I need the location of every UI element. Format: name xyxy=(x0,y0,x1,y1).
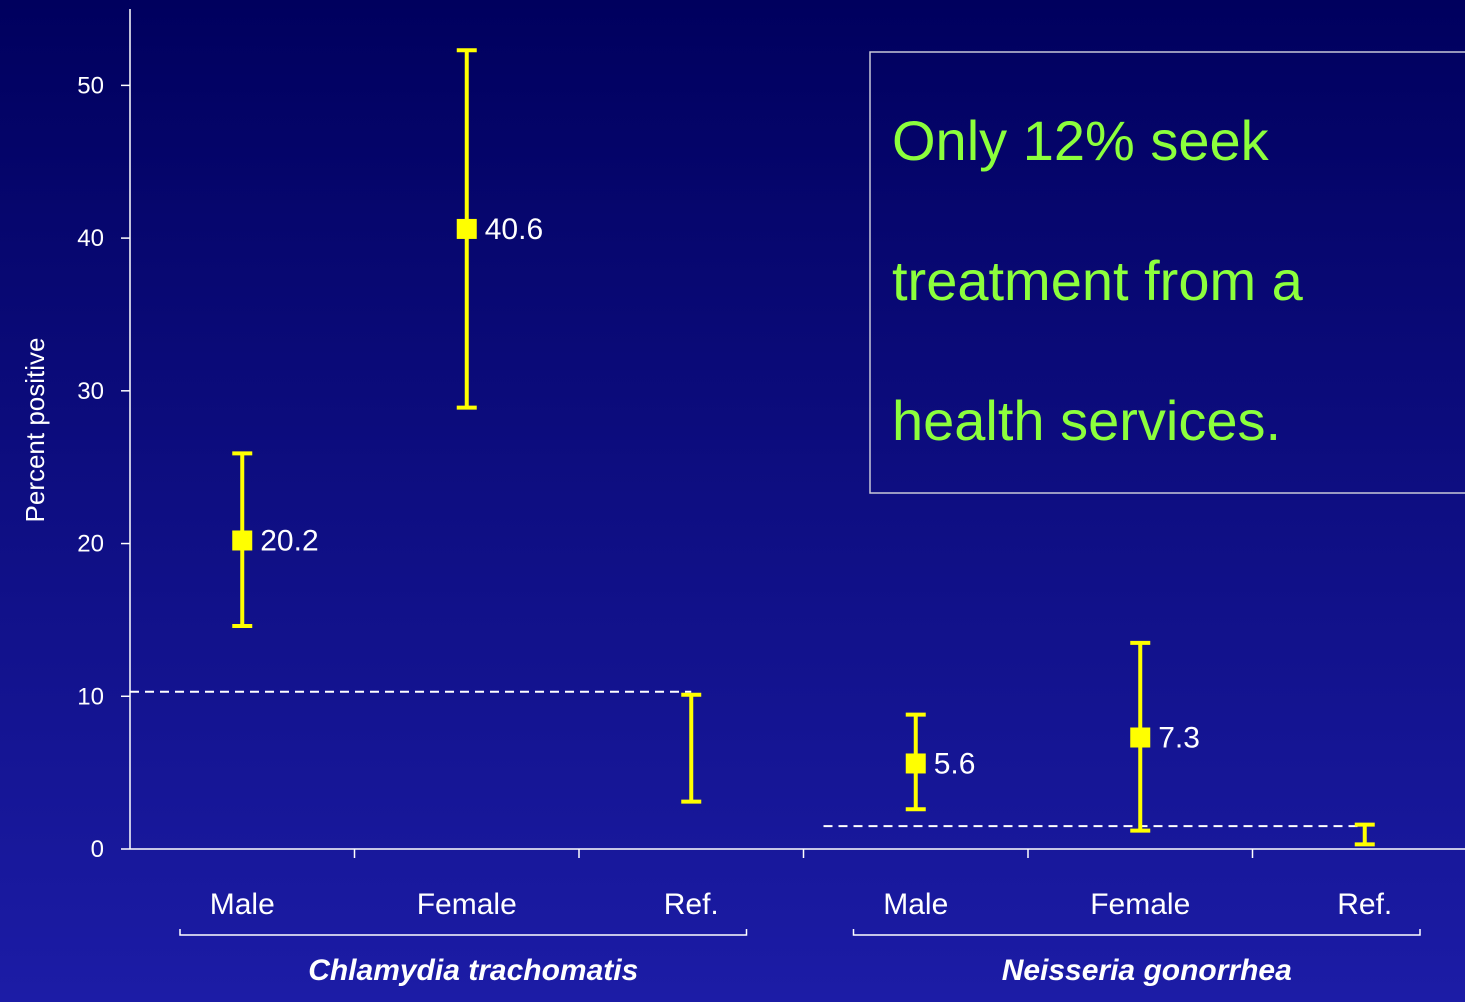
annotation-line: treatment from a xyxy=(892,249,1304,312)
x-tick-label: Ref. xyxy=(664,888,719,921)
annotation-line: health services. xyxy=(892,389,1281,452)
annotation-box xyxy=(869,51,1465,494)
group-bracket xyxy=(179,929,748,936)
y-tick-label: 40 xyxy=(77,225,104,252)
x-tick-label: Male xyxy=(210,888,275,921)
x-tick-label: Ref. xyxy=(1337,888,1392,921)
annotation-line: Only 12% seek xyxy=(892,109,1270,172)
x-tick-label: Female xyxy=(1090,888,1190,921)
group-label: Neisseria gonorrhea xyxy=(1002,954,1292,987)
value-label: 20.2 xyxy=(260,524,318,557)
y-tick-label: 30 xyxy=(77,378,104,405)
y-tick-label: 20 xyxy=(77,531,104,558)
value-label: 7.3 xyxy=(1158,722,1200,755)
group-bracket xyxy=(852,929,1421,936)
value-label: 40.6 xyxy=(485,213,543,246)
point-marker xyxy=(905,753,926,774)
group-label: Chlamydia trachomatis xyxy=(308,954,638,987)
y-tick-label: 10 xyxy=(77,683,104,710)
y-axis-label: Percent positive xyxy=(20,338,50,523)
point-marker xyxy=(1130,727,1151,748)
y-tick-label: 0 xyxy=(91,836,104,863)
x-tick-label: Male xyxy=(883,888,948,921)
y-tick-label: 50 xyxy=(77,72,104,99)
value-label: 5.6 xyxy=(934,747,976,780)
point-marker xyxy=(232,530,253,551)
point-marker xyxy=(456,218,477,239)
x-tick-label: Female xyxy=(417,888,517,921)
